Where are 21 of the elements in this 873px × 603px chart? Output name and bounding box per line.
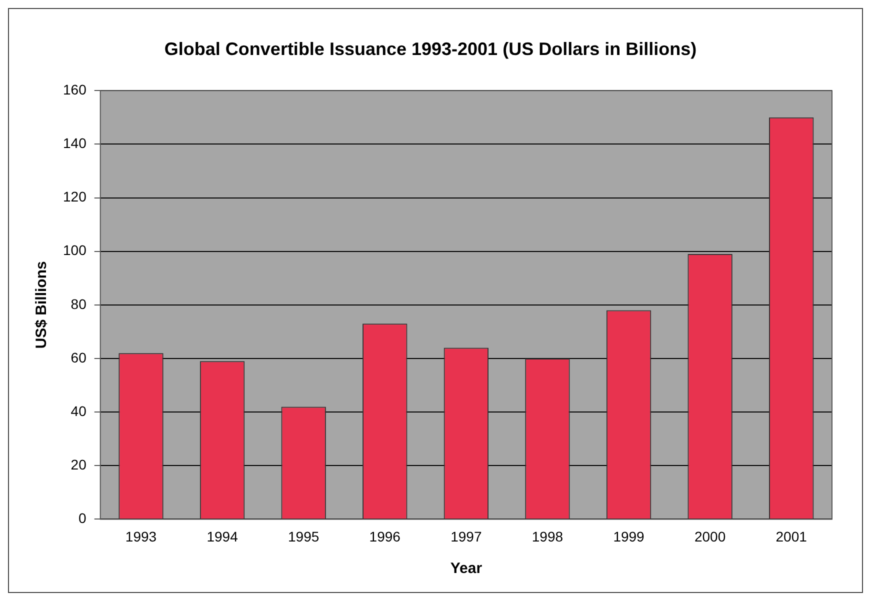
- y-tick-label: 160: [63, 81, 87, 98]
- chart-title: Global Convertible Issuance 1993-2001 (US Dollars in Billions): [164, 38, 697, 59]
- y-tick-label: 0: [78, 510, 87, 526]
- x-tick-label: 1993: [125, 528, 157, 544]
- y-axis-title: US$ Billions: [33, 261, 50, 349]
- x-axis-title: Year: [450, 560, 482, 578]
- x-tick-label: 1996: [369, 528, 401, 544]
- y-tick-label: 80: [70, 296, 87, 312]
- x-tick-label: 1997: [450, 528, 482, 544]
- y-tick-label: 60: [70, 349, 87, 366]
- x-tick-label: 2000: [694, 528, 726, 544]
- y-tick-label: 140: [63, 135, 87, 152]
- x-tick-label: 1998: [532, 528, 564, 544]
- y-tick-label: 100: [63, 242, 87, 258]
- y-tick-label: 40: [70, 402, 87, 419]
- x-tick-label: 2001: [776, 528, 808, 544]
- x-tick-label: 1994: [206, 528, 238, 544]
- x-tick-label: 1999: [613, 528, 645, 544]
- x-tick-label: 1995: [288, 528, 320, 544]
- y-tick-label: 120: [63, 188, 87, 205]
- y-tick-label: 20: [70, 456, 87, 472]
